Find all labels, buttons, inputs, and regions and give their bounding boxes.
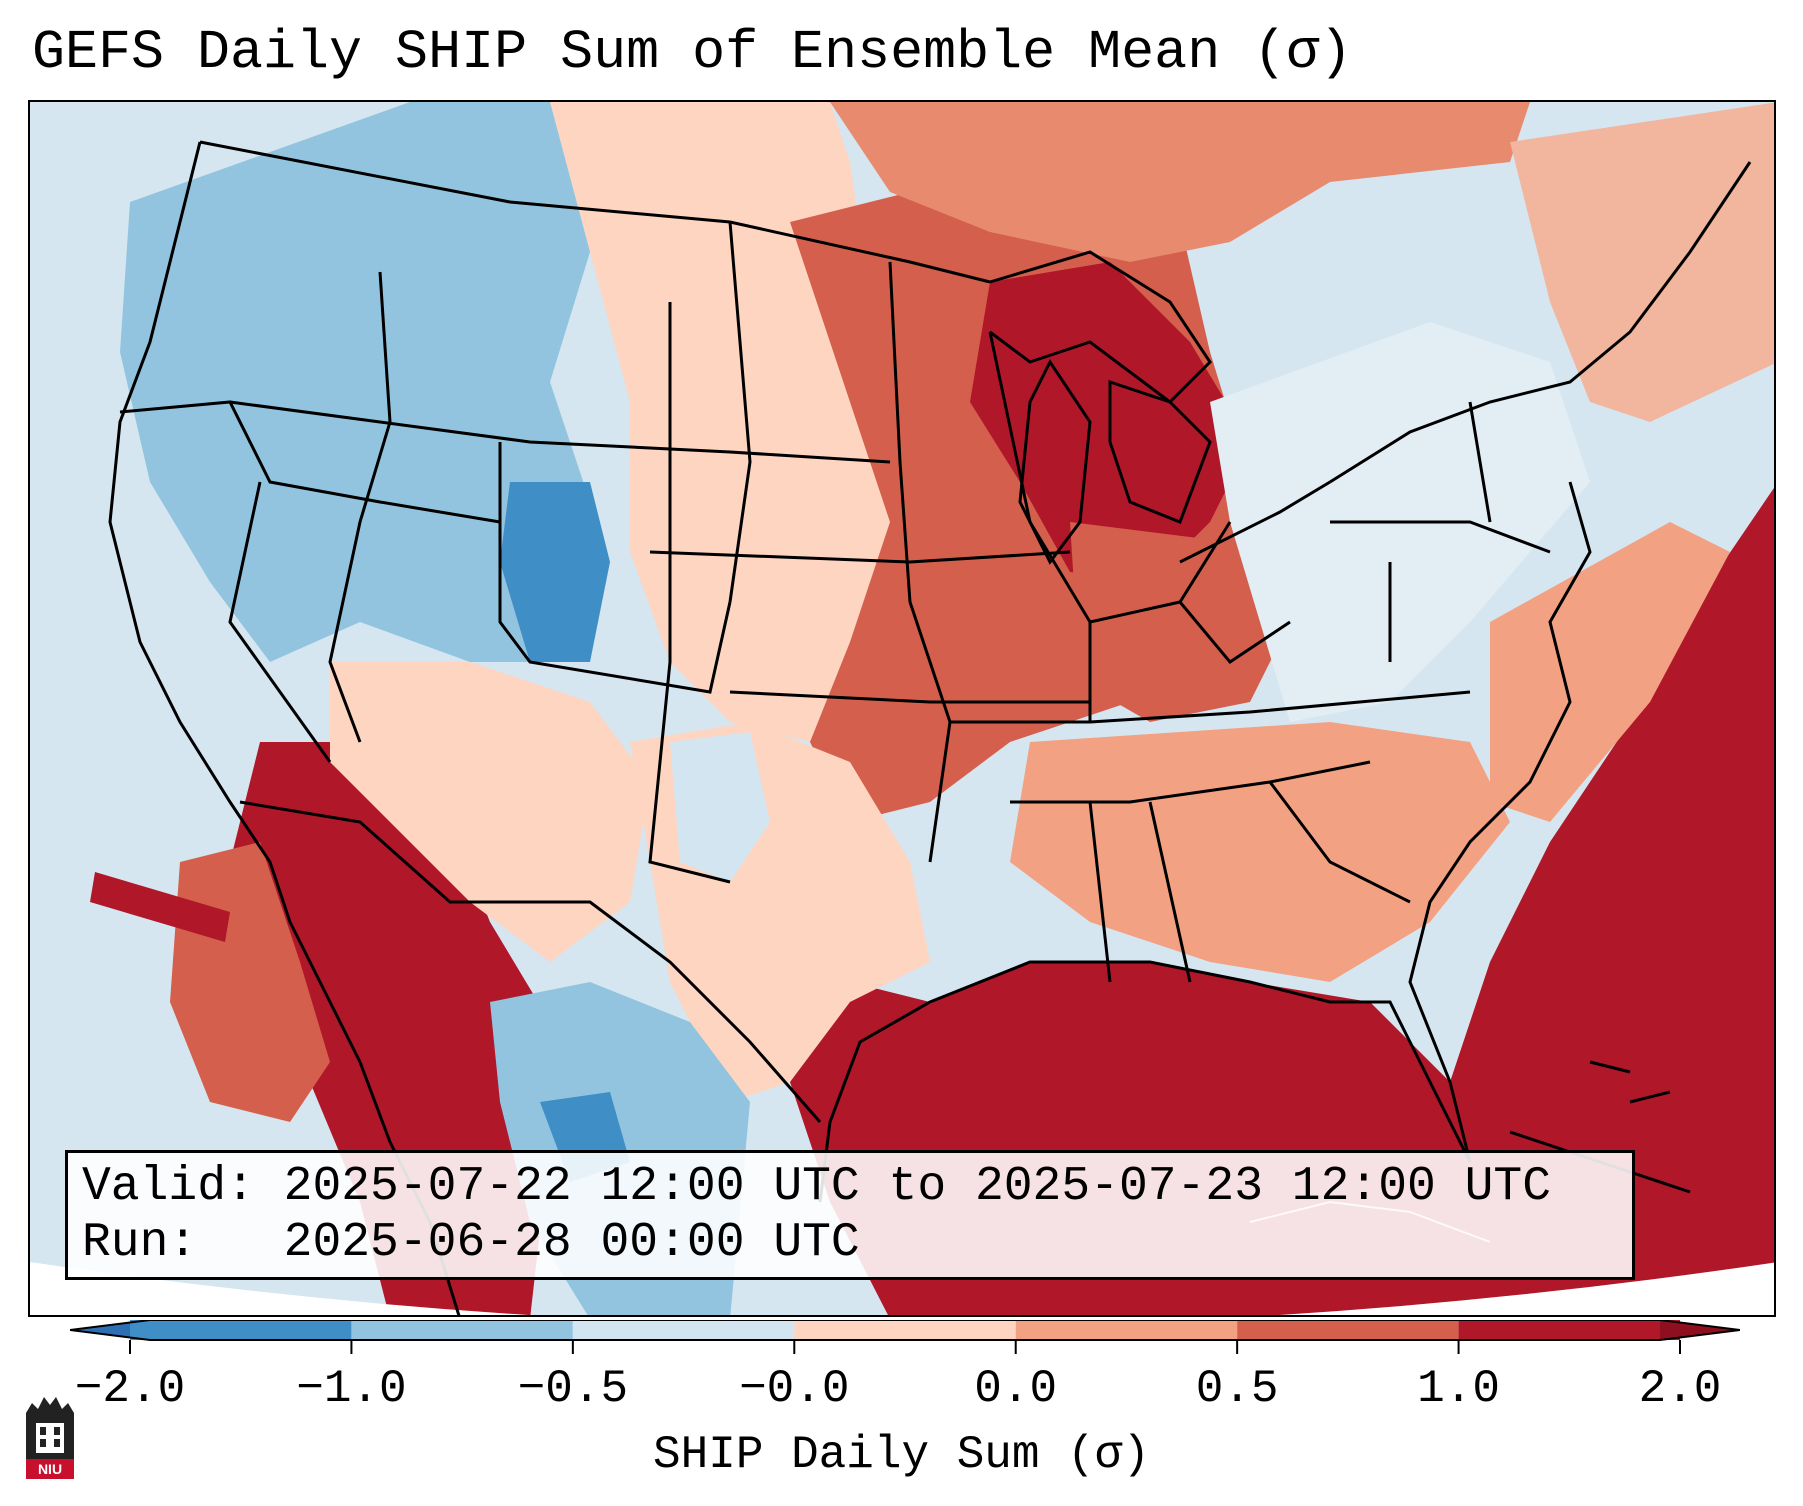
projection-edge	[30, 1262, 1774, 1315]
colorbar-segment	[572, 1320, 795, 1340]
logo-text: NIU	[38, 1461, 62, 1477]
colorbar-tick-label: 0.0	[974, 1363, 1058, 1415]
colorbar-tick-label: 2.0	[1638, 1363, 1722, 1415]
valid-line: Valid: 2025-07-22 12:00 UTC to 2025-07-2…	[82, 1160, 1552, 1214]
midatlantic-field	[1490, 522, 1730, 822]
colorbar-segment	[1237, 1320, 1459, 1340]
colorbar-tick-label: −1.0	[296, 1363, 407, 1415]
colorbar-segment	[1015, 1320, 1238, 1340]
anomaly-map	[30, 102, 1774, 1315]
boundaries	[108, 140, 1752, 1315]
colorbar-label: SHIP Daily Sum (σ)	[653, 1429, 1150, 1481]
colorbar-segment	[351, 1320, 573, 1340]
colorbar-tick-label: −0.0	[739, 1363, 850, 1415]
ohio-field	[1070, 522, 1290, 722]
colorbar	[70, 1320, 1740, 1354]
colorbar-tick-label: −2.0	[74, 1363, 186, 1415]
colorbar-extend-high	[1660, 1320, 1740, 1340]
colorbar-segment	[1458, 1320, 1680, 1340]
pacific-streak	[90, 872, 230, 942]
colorado-deep-blue	[500, 482, 610, 662]
colorbar-segment	[794, 1320, 1016, 1340]
map-panel	[28, 100, 1776, 1317]
run-line: Run: 2025-06-28 00:00 UTC	[82, 1216, 860, 1270]
atlantic-field	[1371, 487, 1774, 1315]
colorbar-tick-label: 0.5	[1195, 1363, 1279, 1415]
southeast-field	[1010, 722, 1510, 982]
colorbar-tick-label: 1.0	[1417, 1363, 1500, 1415]
northwest-field	[120, 102, 590, 662]
canada-field	[830, 102, 1530, 262]
valid-run-box: Valid: 2025-07-22 12:00 UTC to 2025-07-2…	[65, 1150, 1635, 1280]
map-title: GEFS Daily SHIP Sum of Ensemble Mean (σ)	[32, 21, 1353, 84]
colorbar-tick-label: −0.5	[517, 1363, 629, 1415]
panhandle-field	[670, 732, 770, 882]
niu-logo: NIU	[26, 1397, 74, 1479]
newengland-field	[1510, 102, 1774, 422]
colorbar-segment	[130, 1320, 352, 1340]
fourcorners-field	[330, 662, 650, 962]
